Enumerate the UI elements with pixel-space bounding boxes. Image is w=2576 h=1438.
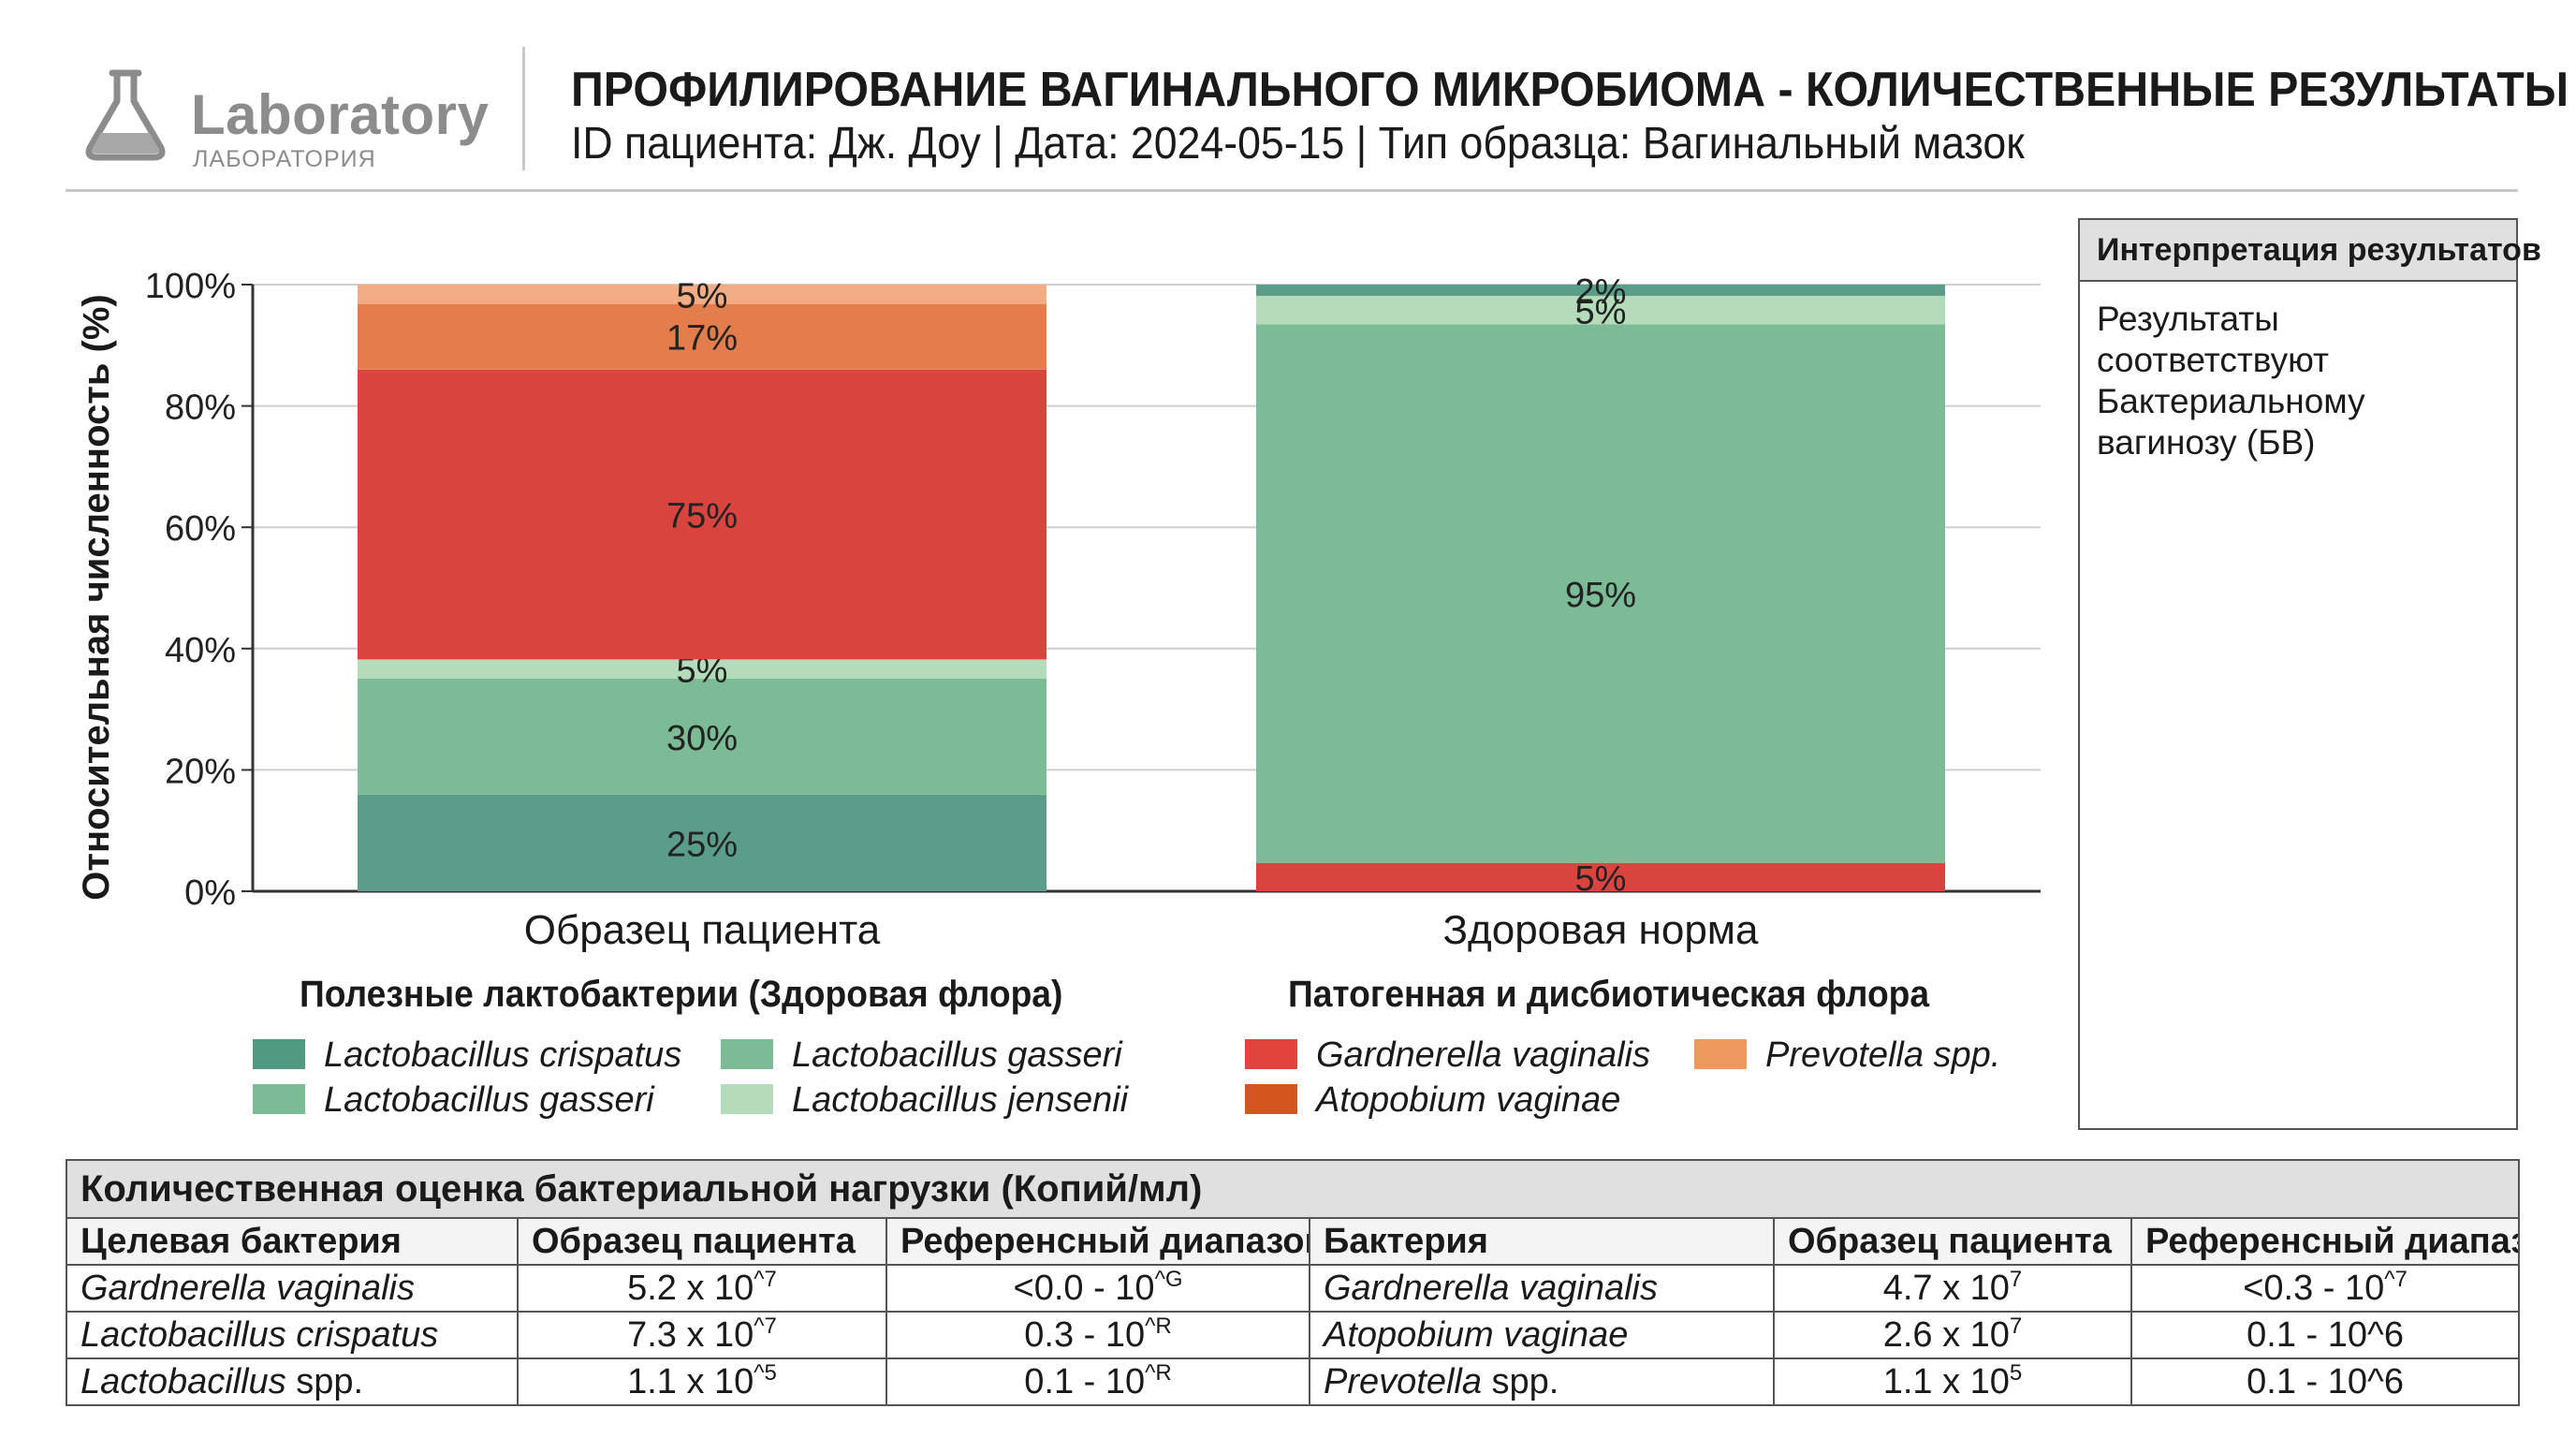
report-subtitle: ID пациента: Дж. Доу | Дата: 2024-05-15 … xyxy=(571,119,2025,169)
bar-segment-label: 17% xyxy=(666,319,738,359)
cell-patient: 7.3 x 10^7 xyxy=(517,1311,887,1359)
cell-patient: 5.2 x 10^7 xyxy=(517,1264,887,1313)
y-axis-label: Относительная численность (%) xyxy=(76,294,117,900)
column-header: Бактерия xyxy=(1309,1217,1775,1266)
x-category-label: Здоровая норма xyxy=(1442,907,1759,953)
column-header: Референсный диапазон xyxy=(886,1217,1310,1266)
cell-reference: <0.3 - 10^7 xyxy=(2130,1264,2521,1313)
legend-swatch xyxy=(1245,1039,1297,1069)
interpretation-title: Интерпретация результатов xyxy=(2080,220,2541,282)
legend-swatch xyxy=(721,1039,773,1069)
cell-reference: 0.1 - 10^R xyxy=(886,1357,1310,1406)
x-category-label: Образец пациента xyxy=(524,907,881,953)
bar-segment-label: 30% xyxy=(666,719,738,758)
cell-target: Gardnerella vaginalis xyxy=(66,1264,519,1313)
cell-target: Lactobacillus spp. xyxy=(66,1357,519,1406)
bar-segment-label: 25% xyxy=(666,825,738,864)
legend-beneficial: Полезные лактобактерии (Здоровая флора) … xyxy=(253,974,1189,1123)
logo-subtext: ЛАБОРАТОРИЯ xyxy=(193,146,376,172)
logo-text: Laboratory xyxy=(191,83,490,146)
bar-segment-label: 5% xyxy=(677,276,728,315)
cell-patient: 4.7 x 107 xyxy=(1773,1264,2132,1313)
y-tick-label: 60% xyxy=(165,509,236,549)
column-header: Целевая бактерия xyxy=(66,1217,519,1266)
legend-pathogenic: Патогенная и дисбиотическая флора Gardne… xyxy=(1245,974,2059,1123)
flask-icon xyxy=(85,69,166,161)
table-row: Lactobacillus spp. 1.1 x 10^5 0.1 - 10^R… xyxy=(66,1357,2521,1406)
table-header-row: Целевая бактерия Образец пациента Рефере… xyxy=(66,1217,2521,1266)
bar-segment xyxy=(358,794,1046,891)
legend-label: Lactobacillus gasseri xyxy=(324,1080,654,1120)
legend-swatch xyxy=(253,1039,305,1069)
legend-label: Lactobacillus jensenii xyxy=(792,1080,1129,1120)
legend-swatch xyxy=(253,1084,305,1114)
y-tick-label: 100% xyxy=(145,267,236,306)
legend-pathogenic-title: Патогенная и дисбиотическая флора xyxy=(1288,974,1930,1015)
y-tick-label: 80% xyxy=(165,389,236,428)
legend-label: Gardnerella vaginalis xyxy=(1316,1035,1650,1075)
bar-segment xyxy=(1256,324,1945,863)
table-caption-row: Количественная оценка бактериальной нагр… xyxy=(65,1159,2521,1219)
cell-reference: <0.0 - 10^G xyxy=(886,1264,1310,1313)
bar-segment-label: 95% xyxy=(1565,576,1636,615)
cell-patient: 1.1 x 105 xyxy=(1773,1357,2132,1406)
interpretation-text: Результаты соответствуют Бактериальному … xyxy=(2097,300,2365,462)
stacked-bar-chart: 0% 20% 40% 60% 80% 100% Относительная численно… xyxy=(66,243,2059,974)
bar-segment-label: 2% xyxy=(1575,272,1627,312)
cell-target: Atopobium vaginae xyxy=(1309,1311,1775,1359)
report-title: ПРОФИЛИРОВАНИЕ ВАГИНАЛЬНОГО МИКРОБИОМА -… xyxy=(571,63,2576,117)
column-header: Образец пациента xyxy=(517,1217,887,1266)
legend-label: Lactobacillus gasseri xyxy=(792,1035,1122,1075)
chart-svg: 0% 20% 40% 60% 80% 100% Относительная численно… xyxy=(76,267,2041,953)
cell-patient: 1.1 x 10^5 xyxy=(517,1357,887,1406)
cell-reference: 0.3 - 10^R xyxy=(886,1311,1310,1359)
bar-segment xyxy=(358,303,1046,370)
legend-label: Prevotella spp. xyxy=(1765,1035,2001,1075)
bar-segment xyxy=(1256,285,1945,297)
bacterial-load-table: Количественная оценка бактериальной нагр… xyxy=(65,1159,2521,1406)
y-tick-label: 40% xyxy=(165,631,236,670)
cell-target: Prevotella spp. xyxy=(1309,1357,1775,1406)
bar-segment xyxy=(358,369,1046,660)
legend-swatch xyxy=(1694,1039,1747,1069)
legend-beneficial-title: Полезные лактобактерии (Здоровая флора) xyxy=(300,974,1063,1015)
legend-swatch xyxy=(1245,1084,1297,1114)
y-tick-label: 0% xyxy=(184,873,236,913)
legend-swatch xyxy=(721,1084,773,1114)
table-row: Lactobacillus crispatus 7.3 x 10^7 0.3 -… xyxy=(66,1311,2521,1359)
bar-segment xyxy=(358,678,1046,795)
bar-segment xyxy=(358,285,1046,304)
legend-label: Atopobium vaginae xyxy=(1316,1080,1621,1120)
bar-segment xyxy=(1256,296,1945,325)
bar-segment-label: 75% xyxy=(666,497,738,536)
cell-target: Gardnerella vaginalis xyxy=(1309,1264,1775,1313)
cell-reference: 0.1 - 10^6 xyxy=(2130,1311,2521,1359)
cell-reference: 0.1 - 10^6 xyxy=(2130,1357,2521,1406)
column-header: Референсный диапазон xyxy=(2130,1217,2521,1266)
table-caption: Количественная оценка бактериальной нагр… xyxy=(65,1159,2521,1219)
table-row: Gardnerella vaginalis 5.2 x 10^7 <0.0 - … xyxy=(66,1264,2521,1313)
report-header: Laboratory ЛАБОРАТОРИЯ ПРОФИЛИРОВАНИЕ ВА… xyxy=(66,37,2576,187)
header-rule xyxy=(66,189,2518,192)
legend-label: Lactobacillus crispatus xyxy=(324,1035,682,1075)
cell-patient: 2.6 x 107 xyxy=(1773,1311,2132,1359)
interpretation-panel: Интерпретация результатов Результаты соо… xyxy=(2078,218,2541,1130)
lab-logo: Laboratory ЛАБОРАТОРИЯ xyxy=(79,58,519,180)
bar-segment xyxy=(358,659,1046,679)
y-tick-label: 20% xyxy=(165,752,236,791)
bar-segment-label: 5% xyxy=(1575,292,1627,331)
bar-segment xyxy=(1256,862,1945,891)
bar-segment-label: 5% xyxy=(1575,859,1627,899)
cell-target: Lactobacillus crispatus xyxy=(66,1311,519,1359)
column-header: Образец пациента xyxy=(1773,1217,2132,1266)
header-divider xyxy=(522,47,525,170)
